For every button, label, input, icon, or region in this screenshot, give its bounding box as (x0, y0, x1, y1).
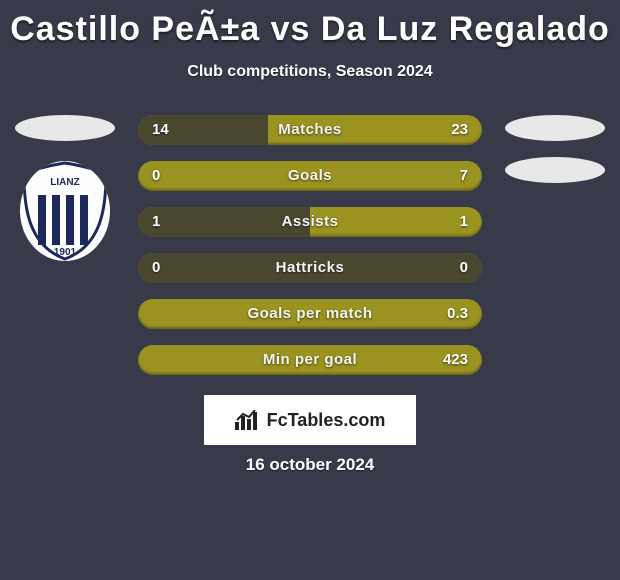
page-title: Castillo PeÃ±a vs Da Luz Regalado (0, 0, 620, 49)
stat-label: Matches (138, 115, 482, 145)
stat-label: Hattricks (138, 253, 482, 283)
stat-value-right: 423 (443, 345, 468, 375)
right-team-column (500, 115, 610, 199)
date-text: 16 october 2024 (0, 455, 620, 475)
stat-row-hattricks: 0 Hattricks 0 (138, 253, 482, 283)
bars-icon (235, 410, 261, 430)
subtitle: Club competitions, Season 2024 (0, 63, 620, 81)
stat-row-goals: 0 Goals 7 (138, 161, 482, 191)
stat-label: Goals (138, 161, 482, 191)
footer-brand-text: FcTables.com (267, 410, 386, 431)
right-team-flag-ellipse-2 (505, 157, 605, 183)
stat-row-goals-per-match: Goals per match 0.3 (138, 299, 482, 329)
stat-label: Goals per match (138, 299, 482, 329)
stat-value-right: 0.3 (447, 299, 468, 329)
stat-row-min-per-goal: Min per goal 423 (138, 345, 482, 375)
stat-row-assists: 1 Assists 1 (138, 207, 482, 237)
stat-value-right: 0 (460, 253, 468, 283)
footer-brand-box: FcTables.com (204, 395, 416, 445)
stat-row-matches: 14 Matches 23 (138, 115, 482, 145)
right-team-flag-ellipse-1 (505, 115, 605, 141)
stat-value-right: 23 (451, 115, 468, 145)
shield-icon: LIANZ 1901 (20, 161, 110, 261)
stat-label: Assists (138, 207, 482, 237)
stat-value-right: 1 (460, 207, 468, 237)
stat-label: Min per goal (138, 345, 482, 375)
svg-text:LIANZ: LIANZ (50, 177, 79, 188)
svg-text:1901: 1901 (54, 247, 77, 258)
stat-bars: 14 Matches 23 0 Goals 7 1 Assists 1 0 Ha… (138, 115, 482, 391)
left-team-column: LIANZ 1901 (10, 115, 120, 261)
stat-value-right: 7 (460, 161, 468, 191)
fctables-logo: FcTables.com (235, 410, 386, 431)
left-team-flag-ellipse (15, 115, 115, 141)
left-team-badge: LIANZ 1901 (20, 161, 110, 261)
